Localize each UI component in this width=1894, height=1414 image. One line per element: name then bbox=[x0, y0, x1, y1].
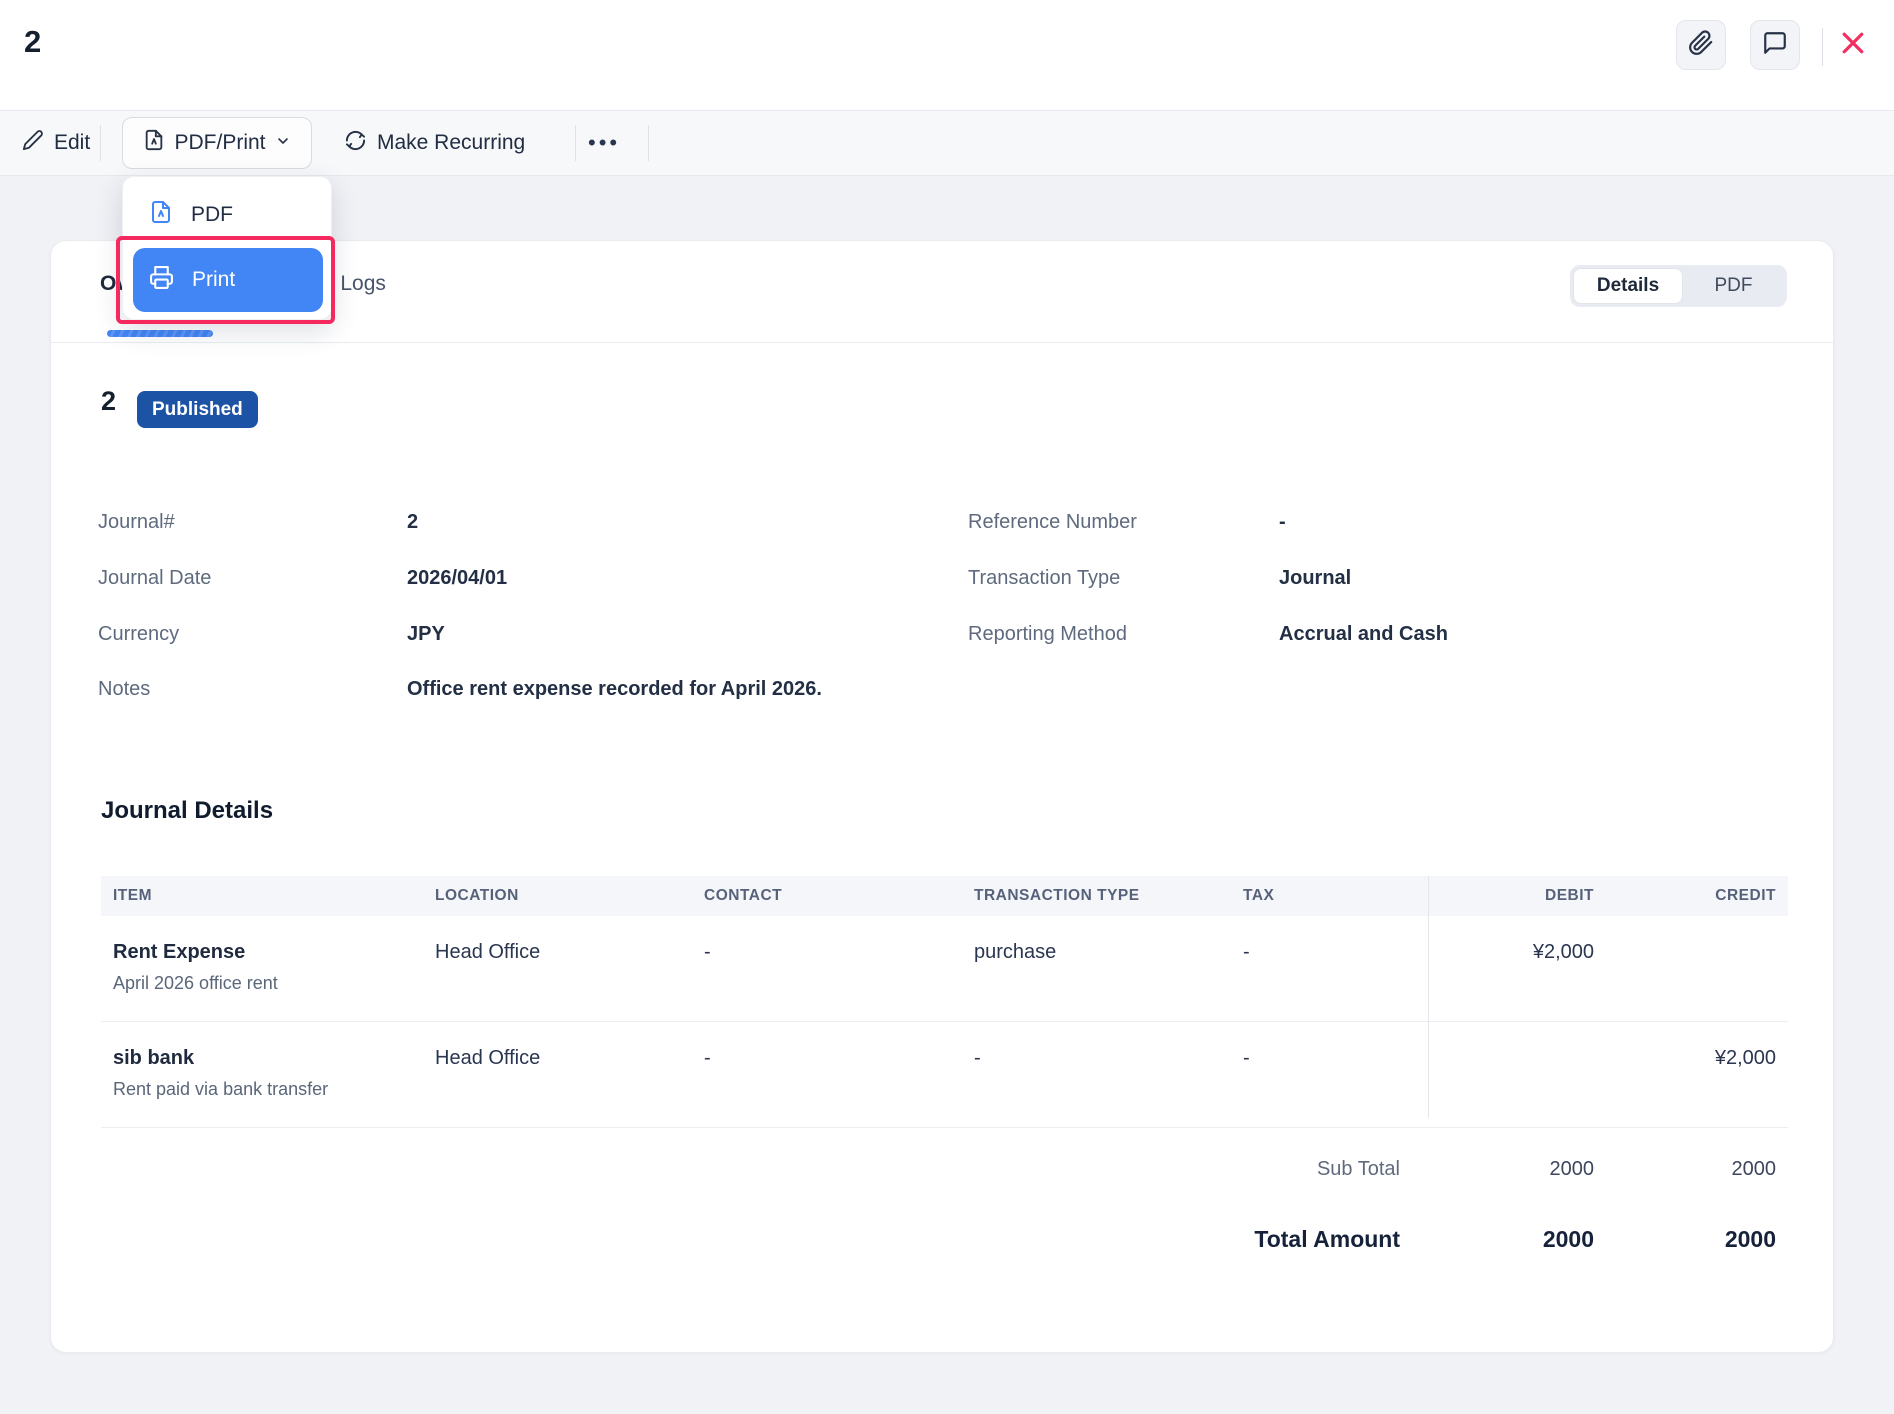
line-item-description: April 2026 office rent bbox=[113, 973, 278, 993]
table-header-row: ITEM LOCATION CONTACT TRANSACTION TYPE T… bbox=[101, 876, 1788, 916]
field-label: Journal# bbox=[98, 511, 175, 533]
cell-contact: - bbox=[704, 941, 711, 963]
more-actions-button[interactable]: ••• bbox=[588, 111, 620, 175]
menu-item-pdf-label: PDF bbox=[191, 203, 233, 226]
action-toolbar: Edit PDF/Print bbox=[0, 110, 1894, 176]
field-value: 2 bbox=[407, 511, 419, 533]
total-amount-label: Total Amount bbox=[1254, 1226, 1400, 1252]
field-label: Transaction Type bbox=[968, 567, 1121, 589]
cell-transaction-type: - bbox=[974, 1047, 981, 1069]
status-badge: Published bbox=[137, 391, 258, 428]
field-value: JPY bbox=[407, 623, 445, 645]
field-value: - bbox=[1279, 511, 1286, 533]
printer-icon bbox=[149, 265, 174, 296]
paperclip-icon bbox=[1688, 29, 1714, 61]
cell-location: Head Office bbox=[435, 1047, 541, 1069]
close-icon bbox=[1838, 28, 1868, 63]
column-header-location: LOCATION bbox=[435, 887, 519, 904]
pdf-print-menu: PDF Print bbox=[122, 176, 332, 320]
column-header-contact: CONTACT bbox=[704, 887, 783, 904]
header-divider bbox=[1822, 28, 1823, 66]
total-amount-credit: 2000 bbox=[1724, 1226, 1776, 1252]
field-label: Journal Date bbox=[98, 567, 212, 589]
field-value: Journal bbox=[1279, 567, 1352, 589]
cell-tax: - bbox=[1243, 1047, 1250, 1069]
tab-row-border bbox=[51, 342, 1833, 343]
cell-debit: ¥2,000 bbox=[1532, 941, 1594, 963]
edit-button-label: Edit bbox=[54, 131, 91, 154]
details-pdf-toggle: Details PDF bbox=[1570, 265, 1787, 307]
menu-item-pdf[interactable]: PDF bbox=[133, 189, 323, 241]
cell-transaction-type: purchase bbox=[974, 941, 1057, 963]
sub-total-debit: 2000 bbox=[1549, 1158, 1595, 1180]
field-label: Notes bbox=[98, 678, 151, 700]
cell-credit bbox=[1600, 916, 1788, 1021]
make-recurring-label: Make Recurring bbox=[377, 131, 526, 154]
total-amount-debit: 2000 bbox=[1542, 1226, 1594, 1252]
line-item-name: Rent Expense bbox=[113, 941, 246, 963]
page-title: 2 bbox=[24, 24, 42, 59]
column-header-item: ITEM bbox=[113, 887, 153, 904]
chevron-down-icon bbox=[275, 131, 291, 155]
menu-item-print[interactable]: Print bbox=[133, 248, 323, 312]
toolbar-divider bbox=[648, 125, 649, 161]
field-label: Currency bbox=[98, 623, 180, 645]
table-row: Rent Expense April 2026 office rent Head… bbox=[101, 916, 1788, 1022]
menu-item-print-label: Print bbox=[192, 268, 236, 291]
cell-location: Head Office bbox=[435, 941, 541, 963]
table-row: sib bank Rent paid via bank transfer Hea… bbox=[101, 1022, 1788, 1128]
column-header-debit: DEBIT bbox=[1545, 887, 1594, 904]
line-item-description: Rent paid via bank transfer bbox=[113, 1079, 329, 1099]
column-header-transaction-type: TRANSACTION TYPE bbox=[974, 887, 1140, 904]
comment-bubble-icon bbox=[1762, 30, 1788, 61]
field-value: Accrual and Cash bbox=[1279, 623, 1448, 645]
field-value: 2026/04/01 bbox=[407, 567, 508, 589]
column-header-tax: TAX bbox=[1243, 887, 1275, 904]
sub-total-label: Sub Total bbox=[1316, 1158, 1400, 1180]
pencil-icon bbox=[22, 129, 44, 157]
column-header-credit: CREDIT bbox=[1715, 887, 1776, 904]
close-button[interactable] bbox=[1834, 26, 1872, 64]
journal-detail-card bbox=[50, 240, 1834, 1353]
amount-column-divider bbox=[1428, 876, 1429, 1118]
cell-contact: - bbox=[704, 1047, 711, 1069]
line-item-name: sib bank bbox=[113, 1047, 195, 1069]
field-value: Office rent expense recorded for April 2… bbox=[407, 678, 822, 700]
pdf-print-button-label: PDF/Print bbox=[174, 131, 266, 154]
toolbar-divider bbox=[100, 125, 101, 161]
toggle-details[interactable]: Details bbox=[1573, 268, 1683, 304]
sub-total-credit: 2000 bbox=[1731, 1158, 1777, 1180]
active-tab-indicator bbox=[107, 330, 213, 337]
toggle-pdf[interactable]: PDF bbox=[1714, 275, 1753, 296]
cell-tax: - bbox=[1243, 941, 1250, 963]
field-label: Reference Number bbox=[968, 511, 1137, 533]
journal-details-table: ITEM LOCATION CONTACT TRANSACTION TYPE T… bbox=[101, 876, 1788, 1128]
journal-details-heading: Journal Details bbox=[101, 797, 274, 824]
make-recurring-button[interactable]: Make Recurring bbox=[344, 111, 525, 175]
recurring-icon bbox=[344, 129, 367, 158]
attachment-button[interactable] bbox=[1676, 20, 1726, 70]
ellipsis-icon: ••• bbox=[588, 130, 621, 155]
cell-debit bbox=[1428, 1022, 1600, 1127]
pdf-print-dropdown-button[interactable]: PDF/Print bbox=[122, 117, 312, 169]
toolbar-divider bbox=[575, 125, 576, 161]
comments-button[interactable] bbox=[1750, 20, 1800, 70]
pdf-file-icon bbox=[149, 200, 173, 230]
field-label: Reporting Method bbox=[968, 623, 1127, 645]
edit-button[interactable]: Edit bbox=[22, 111, 90, 175]
pdf-file-icon bbox=[143, 129, 165, 157]
journal-entry-number: 2 bbox=[101, 386, 117, 416]
cell-credit: ¥2,000 bbox=[1714, 1047, 1776, 1069]
top-header: 2 bbox=[0, 0, 1894, 110]
